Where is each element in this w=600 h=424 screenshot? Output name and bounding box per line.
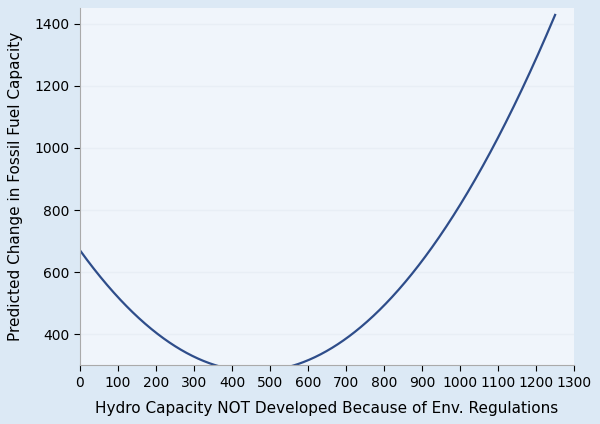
X-axis label: Hydro Capacity NOT Developed Because of Env. Regulations: Hydro Capacity NOT Developed Because of … — [95, 401, 559, 416]
Y-axis label: Predicted Change in Fossil Fuel Capacity: Predicted Change in Fossil Fuel Capacity — [8, 32, 23, 341]
